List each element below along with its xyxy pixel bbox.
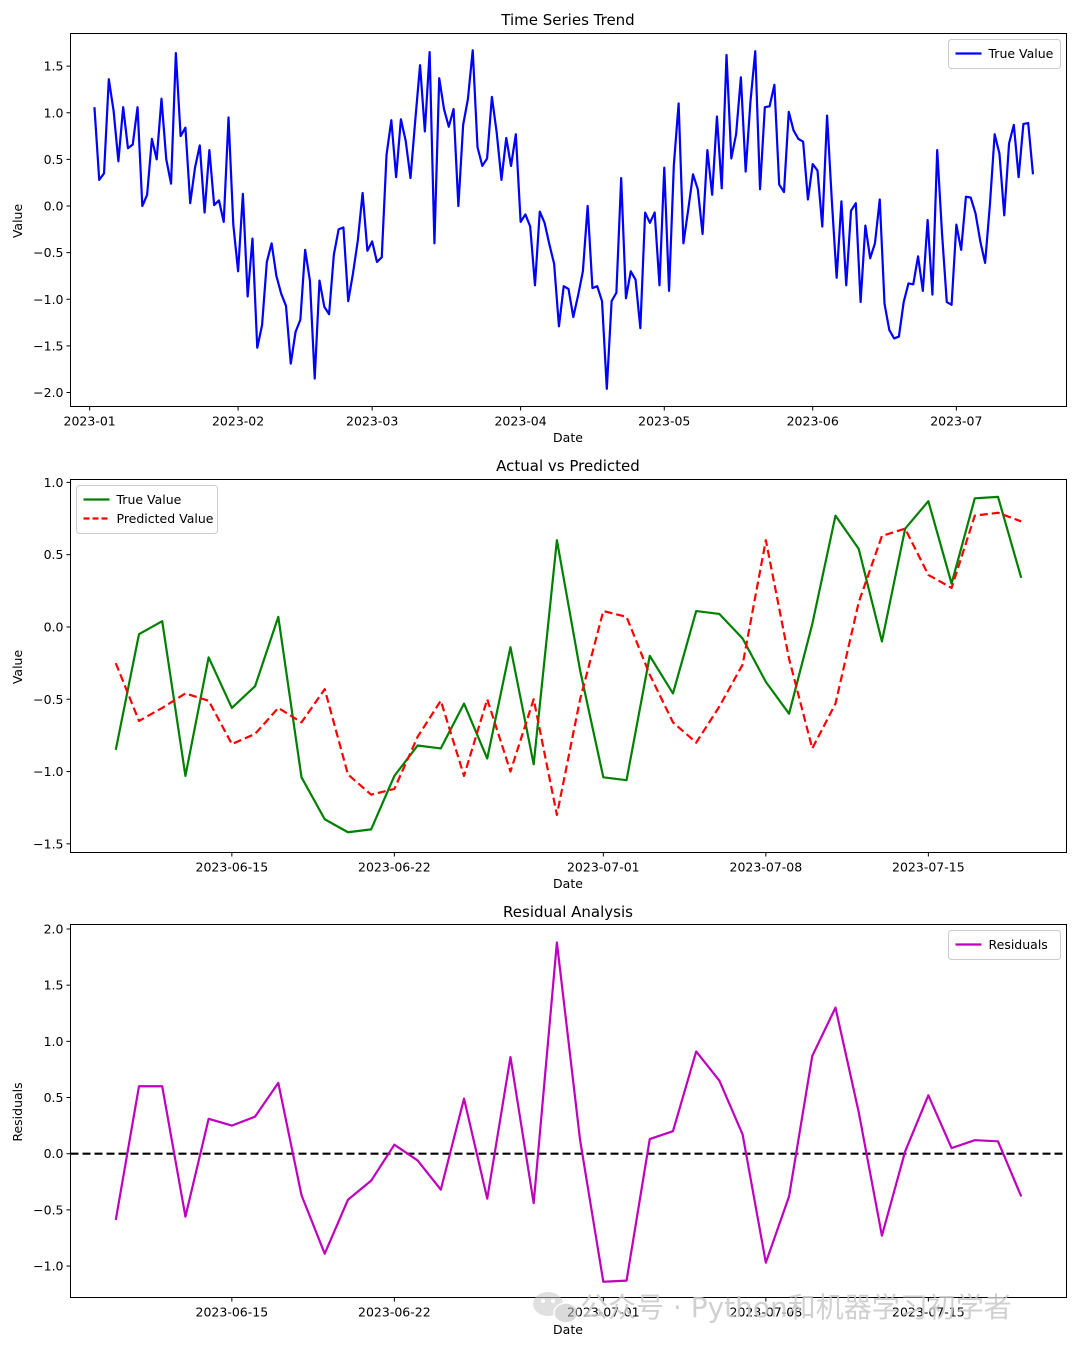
plot-frame xyxy=(70,479,1067,853)
watermark-text: 公众号 · Python和机器学习初学者 xyxy=(580,1291,1012,1324)
y-tick-label: 0.0 xyxy=(44,1146,64,1161)
y-tick-label: 0.5 xyxy=(44,152,64,167)
wechat-icon xyxy=(533,1292,579,1324)
x-tick-label: 2023-02 xyxy=(212,414,264,429)
x-axis-label: Date xyxy=(553,430,583,445)
chart-title: Residual Analysis xyxy=(503,903,633,921)
x-tick-label: 2023-03 xyxy=(346,414,398,429)
x-tick-label: 2023-06 xyxy=(787,414,839,429)
y-tick-label: 1.0 xyxy=(44,1034,64,1049)
y-tick-label: 1.0 xyxy=(44,105,64,120)
x-tick-label: 2023-07-01 xyxy=(567,1305,640,1320)
true-value-line xyxy=(93,49,1035,390)
residual-analysis-chart: Residual Analysis 2.0 1.5 1.0 0.5 0.0 −0.5 −1.… xyxy=(10,903,1067,1337)
y-axis-label: Value xyxy=(10,204,25,239)
legend-box xyxy=(948,930,1061,960)
chart-title: Actual vs Predicted xyxy=(496,457,640,475)
x-tick-label: 2023-07 xyxy=(930,414,982,429)
legend: Residuals xyxy=(948,930,1061,960)
x-axis-label: Date xyxy=(553,876,583,891)
x-tick-label: 2023-06-15 xyxy=(196,1305,269,1320)
actual-vs-predicted-chart: Actual vs Predicted 1.0 0.5 0.0 −0.5 −1.0 −1.… xyxy=(10,457,1067,891)
x-tick-label: 2023-07-08 xyxy=(730,1305,803,1320)
y-tick-label: 0.5 xyxy=(44,1090,64,1105)
x-tick-label: 2023-06-15 xyxy=(196,860,269,875)
residuals-line xyxy=(114,941,1023,1283)
y-tick-label: −1.0 xyxy=(33,764,63,779)
y-tick-label: −0.5 xyxy=(33,692,63,707)
y-axis-label: Residuals xyxy=(10,1082,25,1141)
time-series-trend-chart: Time Series Trend 1.5 1.0 0.5 0.0 −0.5 −1.0 −1… xyxy=(10,11,1067,445)
x-tick-label: 2023-07-15 xyxy=(892,860,965,875)
y-tick-label: 2.0 xyxy=(44,921,64,936)
y-tick-label: −1.5 xyxy=(33,836,63,851)
x-axis-label: Date xyxy=(553,1322,583,1337)
legend-box xyxy=(76,485,218,534)
y-tick-label: −1.5 xyxy=(33,338,63,353)
y-axis-label: Value xyxy=(10,650,25,685)
watermark: 公众号 · Python和机器学习初学者 xyxy=(533,1291,1012,1324)
legend-box xyxy=(948,39,1061,69)
x-tick-label: 2023-04 xyxy=(494,414,546,429)
y-tick-label: −2.0 xyxy=(33,385,63,400)
legend-label: Residuals xyxy=(989,937,1048,952)
legend-label: True Value xyxy=(116,492,182,507)
y-tick-label: 0.0 xyxy=(44,199,64,214)
true-value-line xyxy=(114,495,1023,834)
x-tick-label: 2023-01 xyxy=(64,414,116,429)
x-tick-label: 2023-06-22 xyxy=(358,860,431,875)
y-tick-label: 0.5 xyxy=(44,547,64,562)
y-tick-label: −0.5 xyxy=(33,245,63,260)
legend: True Value Predicted Value xyxy=(76,485,218,534)
y-tick-label: −0.5 xyxy=(33,1202,63,1217)
y-tick-label: 1.5 xyxy=(44,59,64,74)
axis-ticks: 1.0 0.5 0.0 −0.5 −1.0 −1.5 2023-06-15 2023-06-2… xyxy=(33,475,965,875)
x-tick-label: 2023-06-22 xyxy=(358,1305,431,1320)
x-tick-label: 2023-07-15 xyxy=(892,1305,965,1320)
y-tick-label: 1.5 xyxy=(44,978,64,993)
chart-title: Time Series Trend xyxy=(500,11,634,29)
y-tick-label: −1.0 xyxy=(33,292,63,307)
legend: True Value xyxy=(948,39,1061,69)
legend-label: True Value xyxy=(988,46,1054,61)
predicted-value-line xyxy=(114,511,1022,817)
series-lines xyxy=(70,941,1067,1283)
series-lines xyxy=(93,49,1035,390)
x-tick-label: 2023-07-01 xyxy=(567,860,640,875)
y-tick-label: 0.0 xyxy=(44,619,64,634)
y-tick-label: −1.0 xyxy=(33,1259,63,1274)
y-tick-label: 1.0 xyxy=(44,475,64,490)
plot-frame xyxy=(70,33,1067,407)
plot-frame xyxy=(70,924,1067,1298)
x-tick-label: 2023-07-08 xyxy=(730,860,803,875)
legend-label: Predicted Value xyxy=(117,511,214,526)
x-tick-label: 2023-05 xyxy=(638,414,690,429)
axis-ticks: 2.0 1.5 1.0 0.5 0.0 −0.5 −1.0 2023-06-15 2023-06… xyxy=(33,921,965,1319)
series-lines xyxy=(114,495,1023,834)
